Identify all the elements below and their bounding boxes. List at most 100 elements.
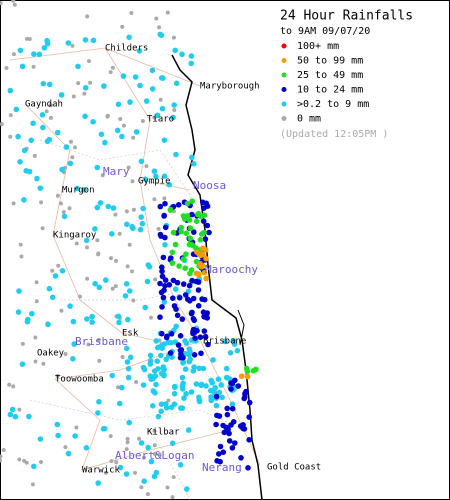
station-dot <box>170 295 176 302</box>
station-dot <box>197 237 204 243</box>
station-dot <box>157 25 162 30</box>
station-dot <box>175 342 182 348</box>
station-dot <box>125 440 130 445</box>
station-dot <box>8 113 13 118</box>
station-dot <box>0 122 4 127</box>
station-dot <box>133 470 137 475</box>
station-dot <box>170 495 175 500</box>
station-dot <box>114 127 121 134</box>
station-dot <box>120 24 125 29</box>
station-dot <box>224 411 231 418</box>
station-dot <box>129 223 135 230</box>
station-dot <box>194 328 200 334</box>
station-dot <box>136 48 143 54</box>
station-dot <box>197 252 204 259</box>
station-dot <box>17 457 22 462</box>
station-dot <box>33 335 38 340</box>
station-dot <box>41 361 46 366</box>
station-dot <box>161 137 168 143</box>
station-dot <box>160 75 166 81</box>
station-dot <box>158 352 164 359</box>
station-dot <box>220 422 226 429</box>
station-dot <box>125 374 132 381</box>
station-dot <box>187 356 193 363</box>
station-dot <box>58 201 63 206</box>
station-dot <box>31 64 36 69</box>
station-dot <box>95 238 100 243</box>
station-dot <box>198 381 205 388</box>
basin-label: Maroochy <box>205 263 258 276</box>
station-dot <box>44 138 51 145</box>
town-label: Maryborough <box>200 82 260 92</box>
legend-label: 50 to 99 mm <box>297 56 363 67</box>
station-dot <box>124 359 131 365</box>
station-dot <box>61 213 68 220</box>
station-dot <box>203 255 209 262</box>
station-dot <box>137 226 144 233</box>
station-dot <box>244 373 251 380</box>
station-dot <box>191 229 197 235</box>
station-dot <box>65 40 72 46</box>
station-dot <box>132 74 139 80</box>
station-dot <box>45 321 51 328</box>
station-dot <box>113 284 118 289</box>
station-dot <box>115 101 122 108</box>
station-dot <box>0 1 3 6</box>
station-dot <box>182 265 188 272</box>
station-dot <box>61 210 66 214</box>
station-dot <box>140 382 147 388</box>
station-dot <box>159 330 165 337</box>
station-dot <box>148 458 155 465</box>
station-dot <box>39 460 43 464</box>
station-dot <box>166 181 172 188</box>
station-dot <box>49 294 56 301</box>
station-dot <box>100 173 105 178</box>
station-dot <box>235 383 242 389</box>
station-dot <box>96 251 101 256</box>
station-dot <box>177 354 184 361</box>
station-dot <box>156 226 161 231</box>
basin-label: Albert&Logan <box>115 449 194 462</box>
legend-dot <box>281 116 287 121</box>
station-dot <box>226 430 232 437</box>
station-dot <box>90 119 96 125</box>
station-dot <box>11 0 16 3</box>
station-dot <box>223 365 230 372</box>
station-dot <box>70 43 75 48</box>
station-dot <box>158 401 165 408</box>
station-dot <box>205 341 211 348</box>
station-dot <box>187 235 193 242</box>
station-dot <box>130 269 135 274</box>
station-dot <box>74 425 79 430</box>
station-dot <box>16 288 22 294</box>
station-dot <box>184 486 190 492</box>
station-dot <box>216 389 223 396</box>
station-dot <box>12 413 19 420</box>
station-dot <box>178 228 184 235</box>
station-dot <box>24 36 29 41</box>
station-dot <box>98 131 105 138</box>
station-dot <box>108 434 113 439</box>
station-dot <box>165 339 171 346</box>
station-dot <box>186 217 193 223</box>
station-dot <box>168 331 175 337</box>
station-dot <box>71 94 76 99</box>
station-dot <box>123 345 130 352</box>
station-dot <box>67 160 74 167</box>
station-dot <box>120 355 125 359</box>
station-dot <box>187 298 193 304</box>
station-dot <box>191 364 197 370</box>
town-label: Tiaro <box>147 115 174 125</box>
station-dot <box>161 372 167 378</box>
station-dot <box>142 176 149 182</box>
station-dot <box>191 352 198 358</box>
station-dot <box>12 2 17 7</box>
station-dot <box>41 45 48 51</box>
station-dot <box>48 115 53 120</box>
station-dot <box>172 286 179 293</box>
station-dot <box>165 485 170 490</box>
station-dot <box>137 436 142 441</box>
station-dot <box>196 365 202 372</box>
station-dot <box>185 427 192 433</box>
station-dot <box>70 155 75 160</box>
